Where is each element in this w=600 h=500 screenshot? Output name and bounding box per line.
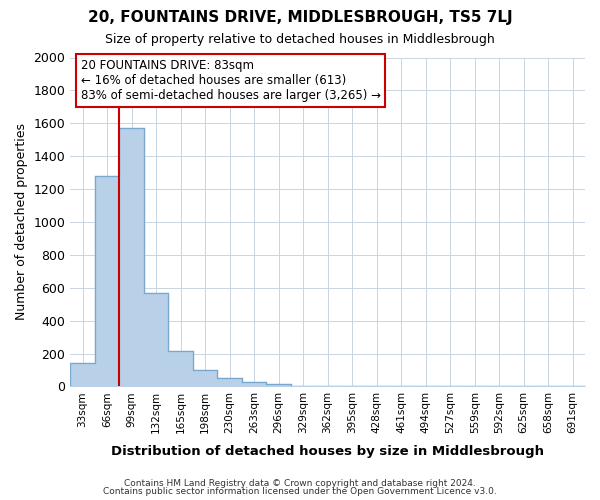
- Text: Contains HM Land Registry data © Crown copyright and database right 2024.: Contains HM Land Registry data © Crown c…: [124, 478, 476, 488]
- X-axis label: Distribution of detached houses by size in Middlesbrough: Distribution of detached houses by size …: [111, 444, 544, 458]
- Text: 20, FOUNTAINS DRIVE, MIDDLESBROUGH, TS5 7LJ: 20, FOUNTAINS DRIVE, MIDDLESBROUGH, TS5 …: [88, 10, 512, 25]
- Text: 20 FOUNTAINS DRIVE: 83sqm
← 16% of detached houses are smaller (613)
83% of semi: 20 FOUNTAINS DRIVE: 83sqm ← 16% of detac…: [80, 59, 380, 102]
- Y-axis label: Number of detached properties: Number of detached properties: [15, 124, 28, 320]
- Text: Contains public sector information licensed under the Open Government Licence v3: Contains public sector information licen…: [103, 487, 497, 496]
- Text: Size of property relative to detached houses in Middlesbrough: Size of property relative to detached ho…: [105, 32, 495, 46]
